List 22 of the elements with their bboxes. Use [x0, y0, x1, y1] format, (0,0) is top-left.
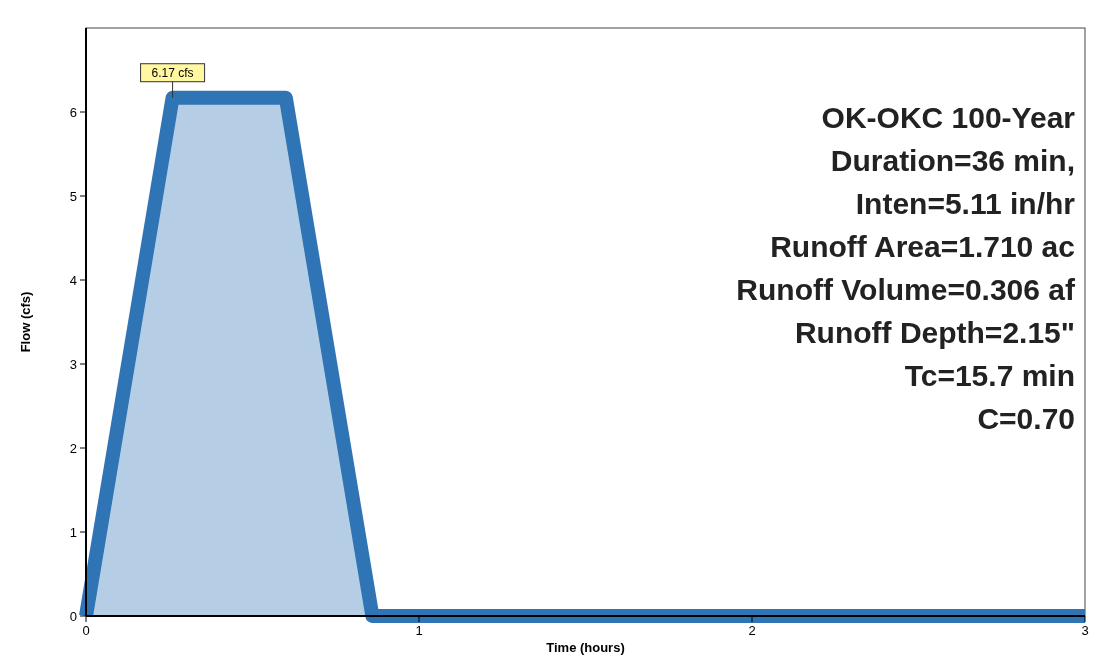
- y-tick-label: 5: [69, 188, 77, 204]
- y-tick-label: 6: [69, 104, 77, 120]
- annotation: Runoff Depth=2.15": [794, 316, 1075, 349]
- y-tick-label: 0: [69, 608, 77, 624]
- annotation: Duration=36 min,: [830, 144, 1075, 177]
- annotation: Tc=15.7 min: [904, 359, 1075, 392]
- annotation: Inten=5.11 in/hr: [855, 187, 1076, 220]
- x-tick-label: 3: [1081, 623, 1089, 638]
- annotation: 6.17 cfs: [151, 65, 194, 80]
- y-axis-title: Flow (cfs): [18, 291, 33, 353]
- y-tick-label: 4: [69, 272, 77, 288]
- annotation: Runoff Area=1.710 ac: [770, 230, 1075, 263]
- x-axis-title: Time (hours): [546, 640, 625, 655]
- x-tick-label: 2: [748, 623, 756, 638]
- y-tick-label: 2: [69, 440, 77, 456]
- annotation: C=0.70: [977, 402, 1075, 435]
- x-tick-label: 0: [82, 623, 90, 638]
- annotation: OK-OKC 100-Year: [821, 101, 1076, 134]
- y-tick-label: 3: [69, 356, 77, 372]
- annotation: Runoff Volume=0.306 af: [736, 273, 1077, 306]
- x-tick-label: 1: [415, 623, 423, 638]
- y-tick-label: 1: [69, 524, 77, 540]
